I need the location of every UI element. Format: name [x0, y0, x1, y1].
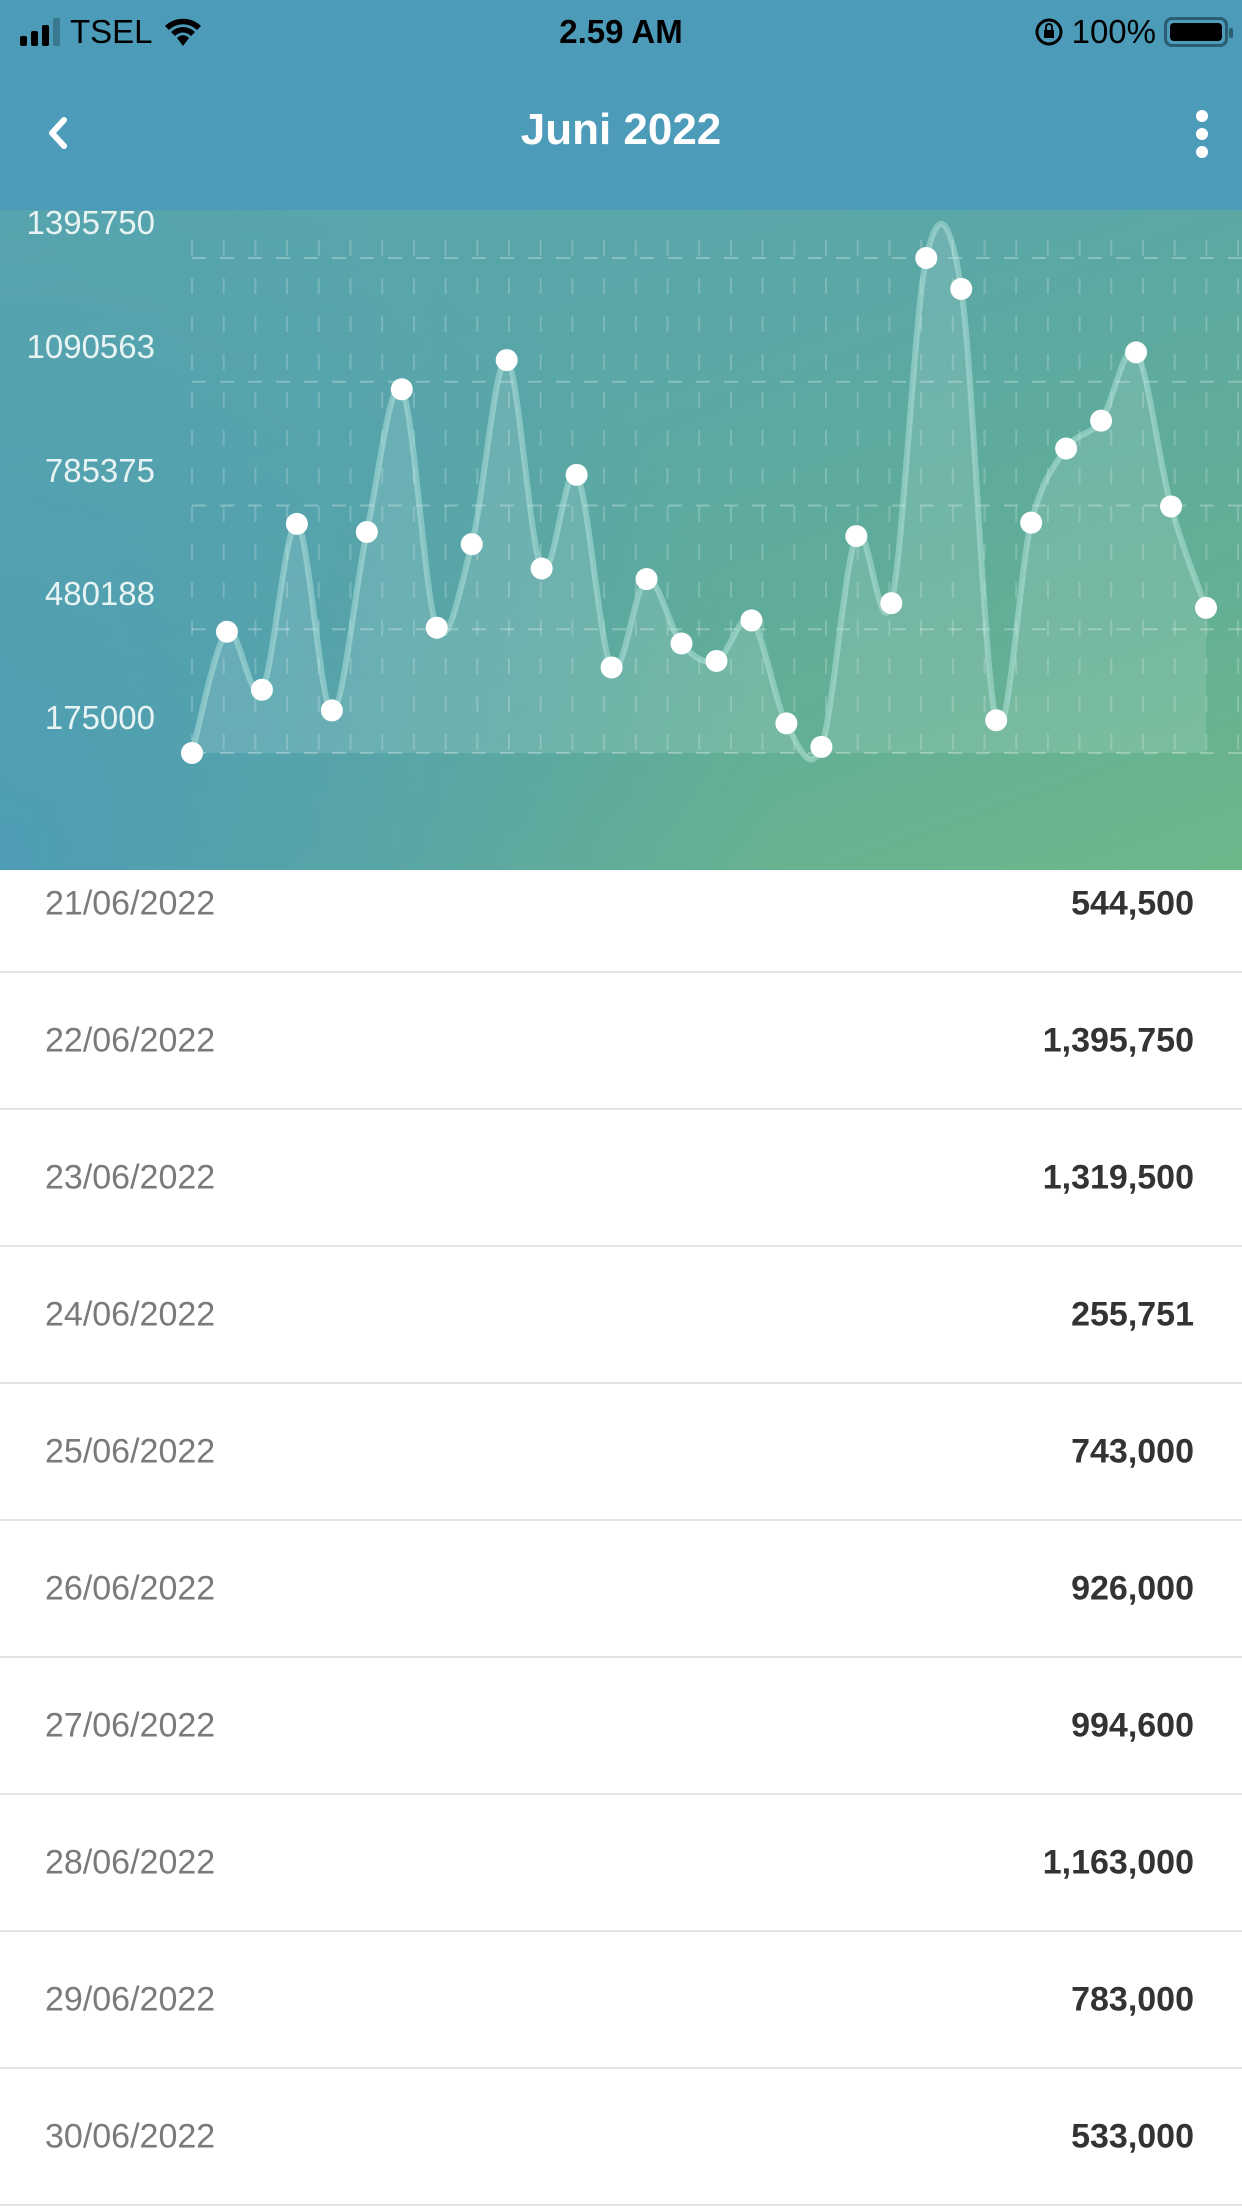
data-point: [460, 533, 483, 556]
chart-svg: [181, 221, 1242, 764]
data-point: [1090, 409, 1113, 432]
data-point: [1160, 495, 1183, 518]
list-item-date: 24/06/2022: [45, 1295, 216, 1333]
list-item-value: 255,751: [1071, 1295, 1194, 1333]
data-point: [670, 632, 693, 655]
list-item-value: 544,500: [1071, 884, 1194, 922]
y-tick-label: 1090563: [26, 327, 155, 365]
data-point: [635, 568, 658, 591]
data-point: [320, 699, 343, 722]
status-time: 2.59 AM: [559, 13, 683, 50]
list-item[interactable]: 22/06/2022 1,395,750: [0, 973, 1242, 1110]
list-item-value: 994,600: [1071, 1706, 1194, 1744]
data-point: [600, 656, 623, 679]
data-point: [250, 678, 273, 701]
data-point: [845, 525, 868, 548]
list-item[interactable]: 29/06/2022 783,000: [0, 1932, 1242, 2069]
data-point: [390, 378, 413, 401]
back-chevron-icon[interactable]: [40, 108, 80, 158]
data-point: [880, 592, 903, 615]
orientation-lock-icon: [1035, 18, 1063, 46]
carrier-label: TSEL: [70, 13, 153, 50]
wifi-icon: [164, 18, 201, 46]
list-item-date: 23/06/2022: [45, 1158, 216, 1196]
data-point: [565, 463, 588, 486]
status-right: 100%: [1034, 12, 1233, 52]
data-point: [915, 247, 938, 269]
data-point: [425, 616, 448, 639]
list-item[interactable]: 25/06/2022 743,000: [0, 1384, 1242, 1521]
line-chart: 175000 480188 785375 1090563 1395750: [0, 204, 1242, 870]
list-item[interactable]: 24/06/2022 255,751: [0, 1247, 1242, 1384]
data-point: [495, 349, 518, 372]
list-item-date: 21/06/2022: [45, 884, 216, 922]
data-point: [285, 512, 308, 535]
y-tick-label: 785375: [44, 451, 155, 489]
top-bar: TSEL 2.59 AM 100% Juni 2022: [0, 0, 1242, 210]
area-fill: [192, 223, 1206, 760]
list-item-value: 783,000: [1071, 1980, 1194, 2018]
list-item-date: 27/06/2022: [45, 1706, 216, 1744]
y-tick-label: 175000: [44, 699, 155, 736]
list-item-date: 30/06/2022: [45, 2117, 216, 2155]
data-point: [181, 742, 203, 764]
data-point: [775, 712, 798, 735]
list-item[interactable]: 28/06/2022 1,163,000: [0, 1795, 1242, 1932]
list-item-value: 1,395,750: [1042, 1021, 1194, 1059]
list-item-date: 26/06/2022: [45, 1569, 216, 1607]
data-point: [1195, 596, 1217, 619]
list-item[interactable]: 30/06/2022 533,000: [0, 2069, 1242, 2206]
data-point: [705, 649, 728, 672]
data-point: [215, 620, 238, 643]
list-item-value: 1,319,500: [1042, 1158, 1194, 1196]
list-item[interactable]: 26/06/2022 926,000: [0, 1521, 1242, 1658]
page-title: Juni 2022: [520, 105, 722, 154]
list-item-value: 1,163,000: [1042, 1843, 1194, 1881]
data-point: [355, 521, 378, 544]
data-point: [950, 277, 973, 300]
battery-icon: [1164, 17, 1233, 47]
data-point: [810, 735, 833, 758]
list-item[interactable]: 27/06/2022 994,600: [0, 1658, 1242, 1795]
list-item[interactable]: 21/06/2022 544,500: [0, 836, 1242, 973]
y-tick-label: 480188: [44, 575, 155, 613]
data-point: [530, 557, 553, 580]
data-point: [1125, 341, 1148, 364]
data-point: [985, 709, 1008, 732]
more-vertical-icon[interactable]: [1182, 108, 1222, 164]
y-tick-label: 1395750: [26, 204, 155, 241]
list-item-value: 926,000: [1071, 1569, 1194, 1607]
status-left: TSEL: [20, 12, 203, 52]
list-item-date: 25/06/2022: [45, 1432, 216, 1470]
signal-icon: [20, 18, 60, 46]
list-item-date: 22/06/2022: [45, 1021, 216, 1059]
data-point: [740, 609, 763, 632]
list-item[interactable]: 23/06/2022 1,319,500: [0, 1110, 1242, 1247]
data-point: [1020, 511, 1043, 534]
list-item-date: 28/06/2022: [45, 1843, 216, 1881]
list-item-date: 29/06/2022: [45, 1980, 216, 2018]
list-item-value: 533,000: [1071, 2117, 1194, 2155]
data-point: [1055, 437, 1078, 460]
battery-percent: 100%: [1071, 13, 1156, 50]
list-item-value: 743,000: [1071, 1432, 1194, 1470]
